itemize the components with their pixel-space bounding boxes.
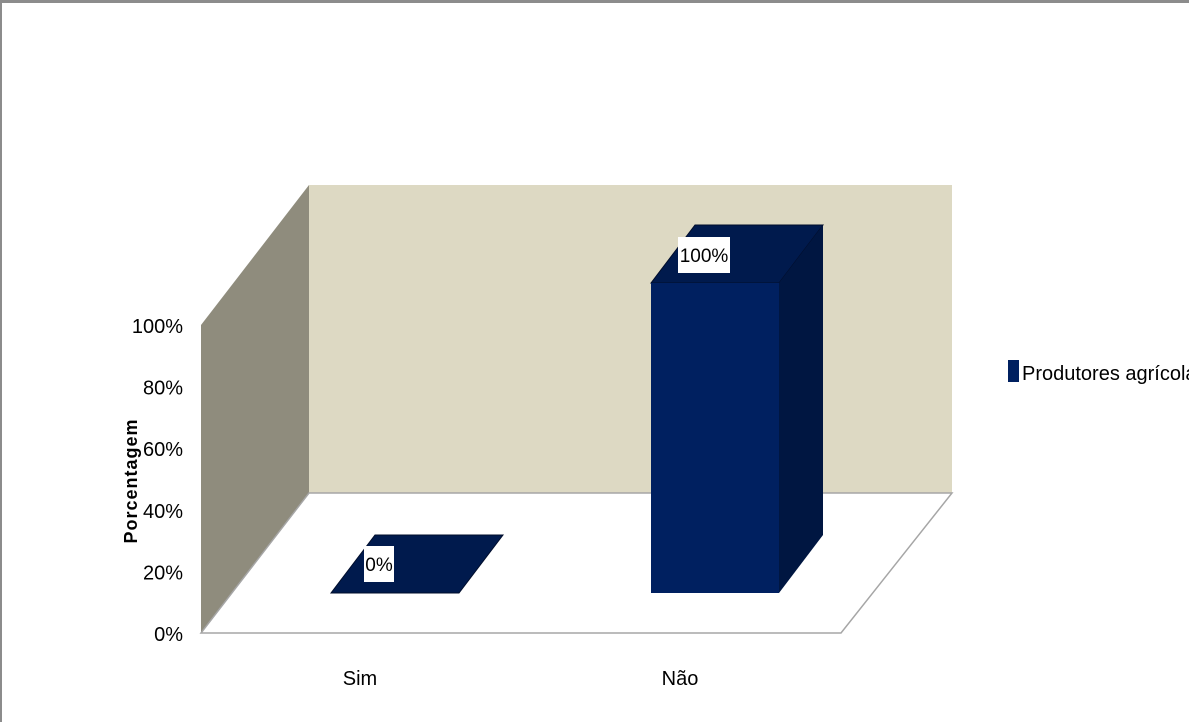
legend-label: Produtores agrícolas — [1022, 363, 1189, 385]
data-label: 0% — [364, 546, 394, 582]
x-category-label: Sim — [343, 668, 377, 690]
y-tick-label: 80% — [143, 378, 183, 400]
chart-walls — [199, 185, 954, 634]
floor — [199, 492, 954, 634]
y-tick-label: 40% — [143, 501, 183, 523]
bar-não: 100% — [649, 224, 825, 593]
data-label-box — [678, 237, 730, 273]
y-axis-title: Porcentagem — [121, 418, 141, 543]
bars: 0% 100% — [329, 224, 825, 594]
legend: Produtores agrícolas — [1008, 360, 1189, 385]
legend-swatch — [1008, 360, 1019, 382]
y-axis-ticks: 0% 20% 40% 60% 80% 100% — [132, 316, 183, 646]
data-label-box — [364, 546, 394, 582]
data-label-text: 100% — [680, 246, 729, 267]
bar-front-face — [651, 283, 779, 593]
data-label-text: 0% — [365, 555, 393, 576]
y-tick-label: 0% — [154, 624, 183, 646]
y-tick-label: 100% — [132, 316, 183, 338]
x-axis-categories: Sim Não — [343, 668, 699, 690]
y-tick-label: 20% — [143, 562, 183, 584]
side-wall — [201, 185, 309, 633]
bar-side-face — [779, 225, 823, 593]
y-tick-label: 60% — [143, 439, 183, 461]
bar-sim: 0% — [329, 534, 505, 594]
chart-canvas: 0% 20% 40% 60% 80% 100% 0% 100% Sim Não Porcent… — [121, 185, 1189, 690]
data-label: 100% — [678, 237, 730, 273]
back-wall — [309, 185, 952, 493]
x-category-label: Não — [662, 668, 699, 690]
